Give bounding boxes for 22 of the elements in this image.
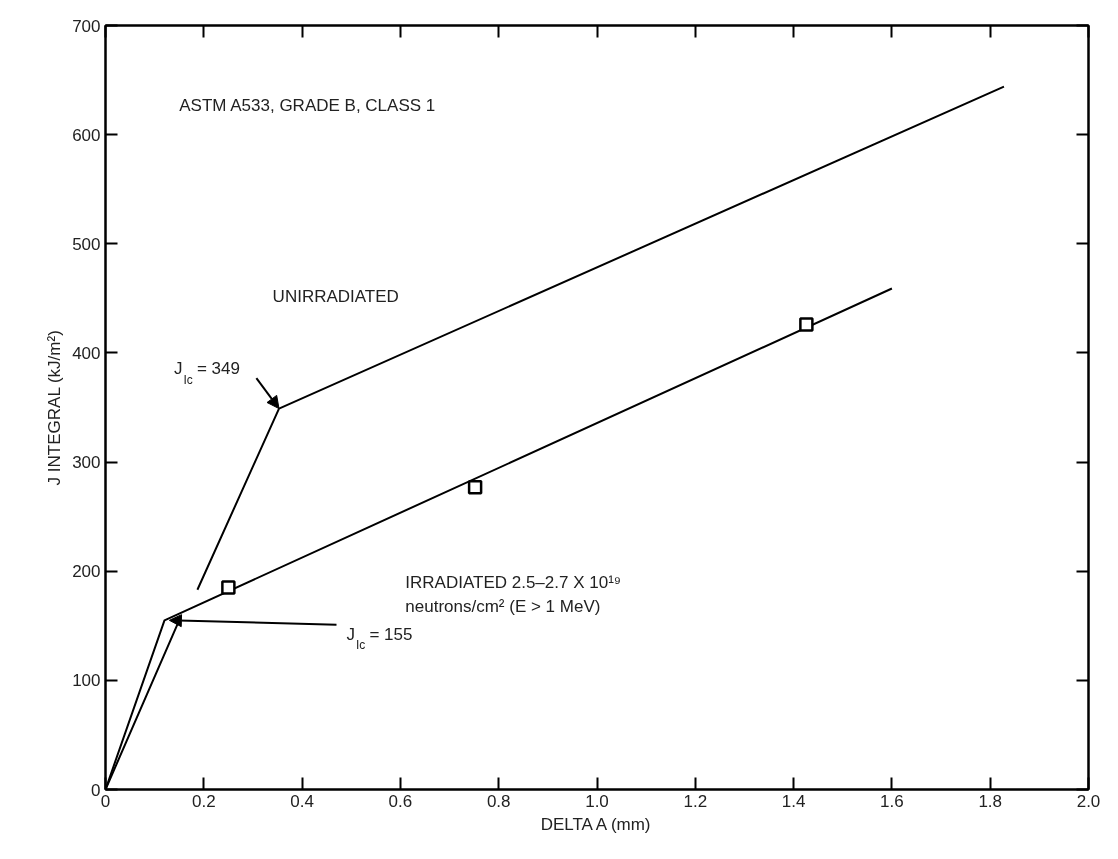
- y-tick-label: 500: [72, 234, 101, 254]
- y-tick-label: 200: [72, 562, 101, 582]
- x-tick-label: 1.8: [978, 791, 1003, 811]
- x-tick-label: 1.4: [781, 791, 806, 811]
- x-tick-label: 1.2: [683, 791, 708, 811]
- x-tick-label: 0.4: [290, 791, 314, 811]
- x-tick-label: 0.8: [486, 791, 511, 811]
- x-tick-label: 2.0: [1076, 791, 1101, 811]
- y-tick-label: 300: [72, 453, 101, 473]
- y-tick-label: 400: [72, 343, 101, 363]
- annotation: UNIRRADIATED: [272, 286, 399, 306]
- y-tick-label: 700: [72, 16, 101, 36]
- x-tick-label: 0.6: [388, 791, 413, 811]
- y-tick-label: 100: [72, 671, 101, 691]
- x-tick-label: 1.6: [880, 791, 904, 811]
- x-tick-label: 1.0: [585, 791, 609, 811]
- annotation: IRRADIATED 2.5–2.7 X 10¹⁹ neutrons/cm² (E > 1 MeV): [405, 572, 622, 616]
- y-tick-label: 600: [72, 125, 101, 145]
- x-axis-title: DELTA A (mm): [540, 814, 651, 834]
- y-axis-title: J INTEGRAL (kJ/m²): [45, 330, 65, 486]
- x-tick-label: 0.2: [191, 791, 216, 811]
- annotation: ASTM A533, GRADE B, CLASS 1: [179, 95, 436, 115]
